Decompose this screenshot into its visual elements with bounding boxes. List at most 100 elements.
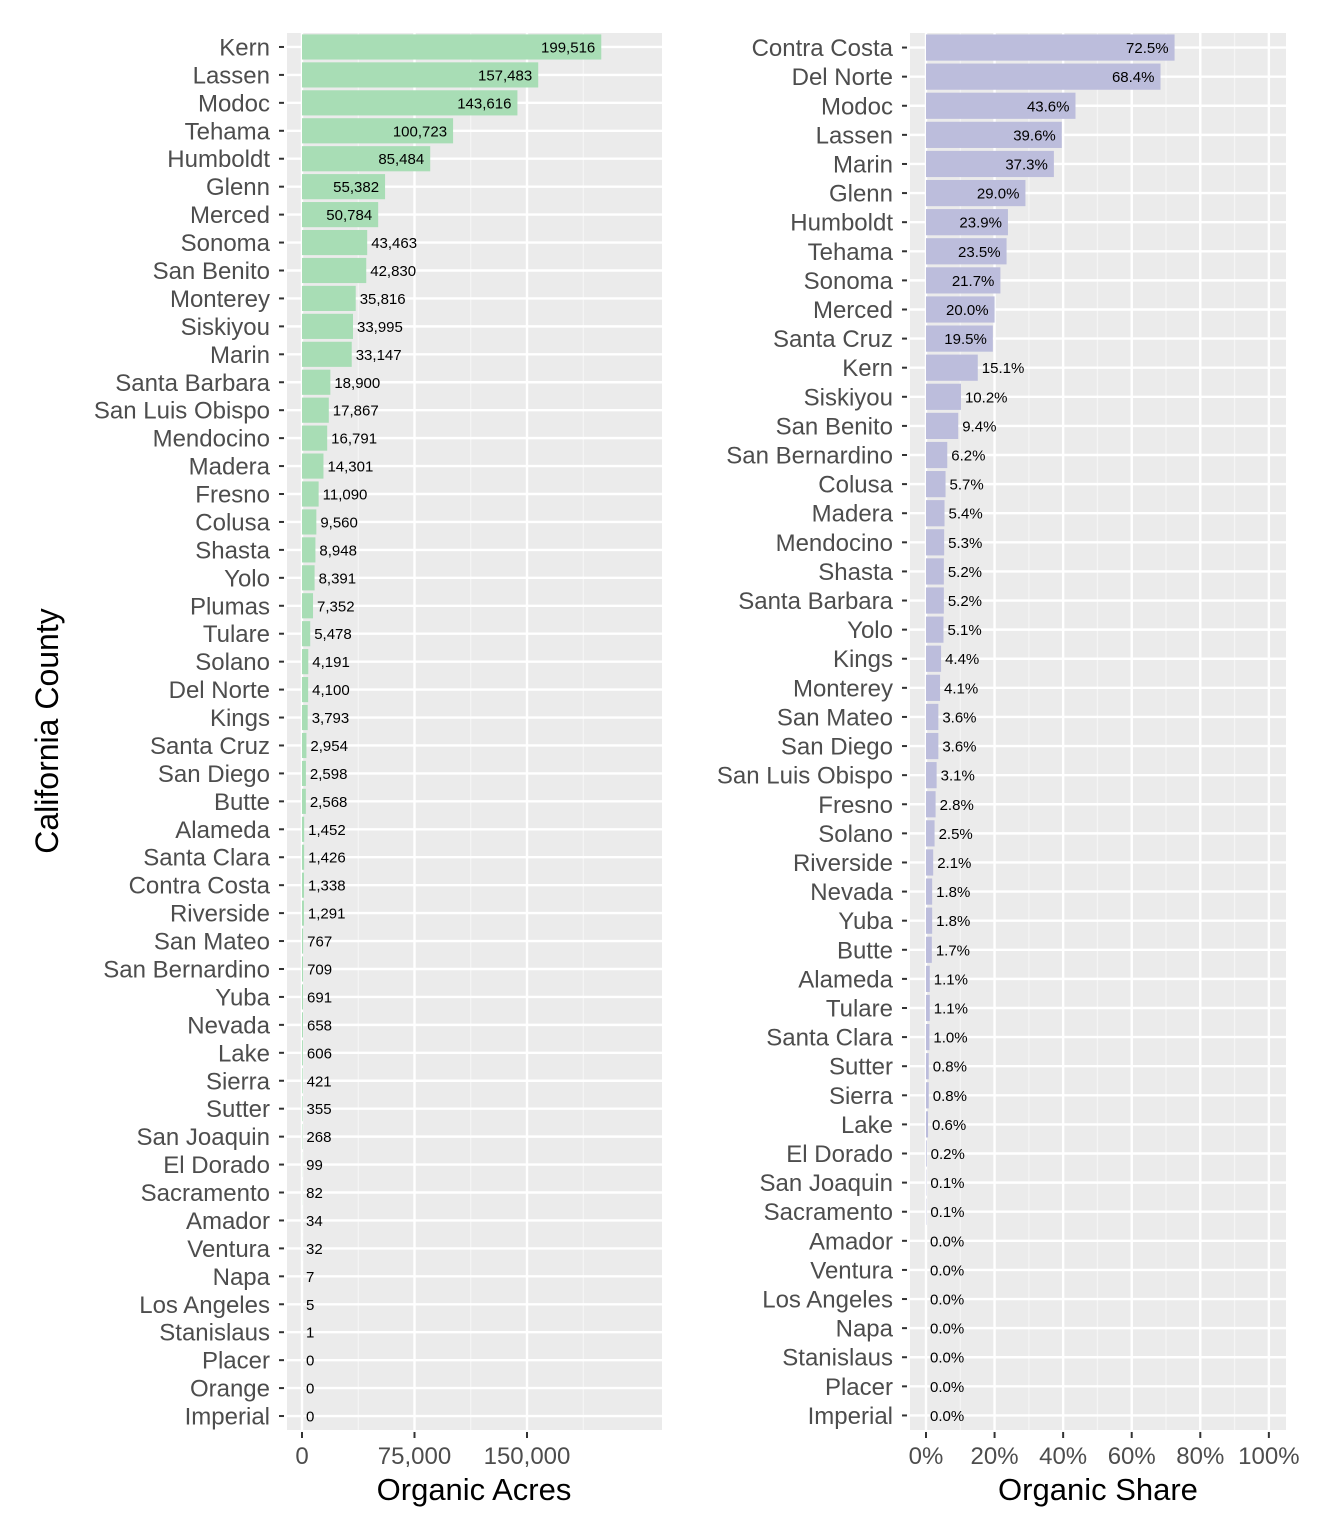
bar-value-label: 43.6% [1027, 98, 1070, 115]
bar-value-label: 9.4% [962, 418, 996, 435]
bar-value-label: 29.0% [977, 186, 1020, 203]
category-label: Kings [210, 705, 270, 732]
category-label: Madera [189, 454, 271, 481]
bar-value-label: 2.5% [939, 826, 973, 843]
bar [302, 90, 518, 116]
bar-value-label: 0.0% [930, 1350, 964, 1367]
bar [302, 872, 305, 898]
category-label: Sutter [206, 1096, 270, 1123]
bar-value-label: 0.6% [932, 1117, 966, 1134]
category-label: San Luis Obispo [717, 763, 893, 790]
bar-value-label: 3.6% [942, 709, 976, 726]
bar [926, 121, 1062, 148]
category-label: El Dorado [786, 1141, 893, 1168]
category-label: San Bernardino [726, 443, 893, 470]
bar-value-label: 5.4% [949, 506, 983, 523]
category-label: Madera [812, 501, 894, 528]
bar-value-label: 3,793 [312, 710, 350, 727]
bar-value-label: 16,791 [331, 431, 377, 448]
category-label: Del Norte [792, 64, 893, 91]
bar-value-label: 5.7% [950, 477, 984, 494]
bar [926, 1111, 929, 1138]
bar-value-label: 6.2% [951, 448, 985, 465]
bar-value-label: 19.5% [944, 331, 987, 348]
category-label: Santa Cruz [150, 733, 270, 760]
bar-value-label: 42,830 [370, 263, 416, 280]
bar [926, 179, 1026, 207]
category-label: Sonoma [804, 268, 894, 295]
category-label: Humboldt [167, 146, 270, 173]
bar-value-label: 33,995 [357, 319, 403, 336]
category-label: Napa [836, 1316, 894, 1343]
bar [926, 267, 1001, 294]
category-label: Colusa [195, 509, 270, 536]
bar [302, 229, 368, 256]
category-label: Sierra [206, 1068, 271, 1095]
bar [926, 1053, 929, 1080]
bar-value-label: 0.0% [930, 1292, 964, 1309]
category-label: Shasta [818, 559, 893, 586]
bar [302, 118, 454, 144]
x-tick-label: 0% [909, 1443, 944, 1470]
category-label: Riverside [793, 850, 893, 877]
bar-value-label: 0.8% [933, 1088, 967, 1105]
bar-value-label: 99 [306, 1157, 323, 1174]
category-label: Placer [202, 1348, 270, 1375]
category-label: San Diego [781, 734, 893, 761]
category-label: San Mateo [154, 929, 270, 956]
acres-panel: 199,516 Kern 157,483 Lassen 143,616 Modoc 100,… [94, 33, 662, 1507]
bar [302, 453, 324, 479]
bar-value-label: 2,954 [310, 738, 348, 755]
category-label: Alameda [175, 817, 270, 844]
bar [302, 677, 309, 703]
category-label: Imperial [808, 1403, 893, 1430]
bar [926, 383, 961, 410]
x-tick-label: 100% [1238, 1443, 1299, 1470]
category-label: Mendocino [153, 426, 270, 453]
category-label: Santa Barbara [738, 588, 893, 615]
bar [302, 34, 602, 60]
bar-value-label: 1.1% [934, 1000, 968, 1017]
category-label: Nevada [810, 879, 893, 906]
category-label: Los Angeles [139, 1292, 270, 1319]
bar [926, 63, 1161, 90]
bar [926, 587, 944, 614]
category-label: Tehama [808, 239, 894, 266]
category-label: Ventura [187, 1236, 270, 1263]
category-label: Stanislaus [159, 1320, 270, 1347]
bar-value-label: 15.1% [982, 360, 1025, 377]
category-label: Tulare [826, 995, 893, 1022]
x-axis-title: Organic Acres [377, 1472, 572, 1507]
bar-value-label: 20.0% [946, 302, 989, 319]
bar [926, 325, 993, 352]
category-label: Butte [214, 789, 270, 816]
category-label: Lake [841, 1112, 893, 1139]
bar-value-label: 3.1% [941, 768, 975, 785]
bar-value-label: 5.1% [947, 622, 981, 639]
bar [926, 936, 932, 963]
bar-value-label: 2.1% [937, 855, 971, 872]
category-label: Yolo [224, 565, 270, 592]
bar-value-label: 50,784 [326, 207, 372, 224]
bar-value-label: 0.0% [930, 1262, 964, 1279]
bar-value-label: 0 [306, 1409, 314, 1426]
share-panel: 72.5% Contra Costa 68.4% Del Norte 43.6% Modo… [717, 33, 1300, 1507]
bar [926, 732, 939, 760]
x-axis-title: Organic Share [998, 1472, 1198, 1507]
bar [302, 146, 431, 172]
category-label: Yolo [847, 617, 893, 644]
category-label: Imperial [185, 1404, 270, 1431]
category-label: Lassen [816, 122, 893, 149]
bar-value-label: 0.1% [930, 1175, 964, 1192]
bar [926, 674, 941, 701]
x-tick-label: 150,000 [484, 1443, 571, 1470]
bar-value-label: 9,560 [320, 514, 358, 531]
bar [926, 34, 1175, 61]
category-label: Alameda [798, 966, 893, 993]
bar-value-label: 37.3% [1005, 156, 1048, 173]
bar-value-label: 5 [306, 1297, 314, 1314]
category-label: Nevada [187, 1012, 270, 1039]
bar-value-label: 606 [307, 1045, 332, 1062]
